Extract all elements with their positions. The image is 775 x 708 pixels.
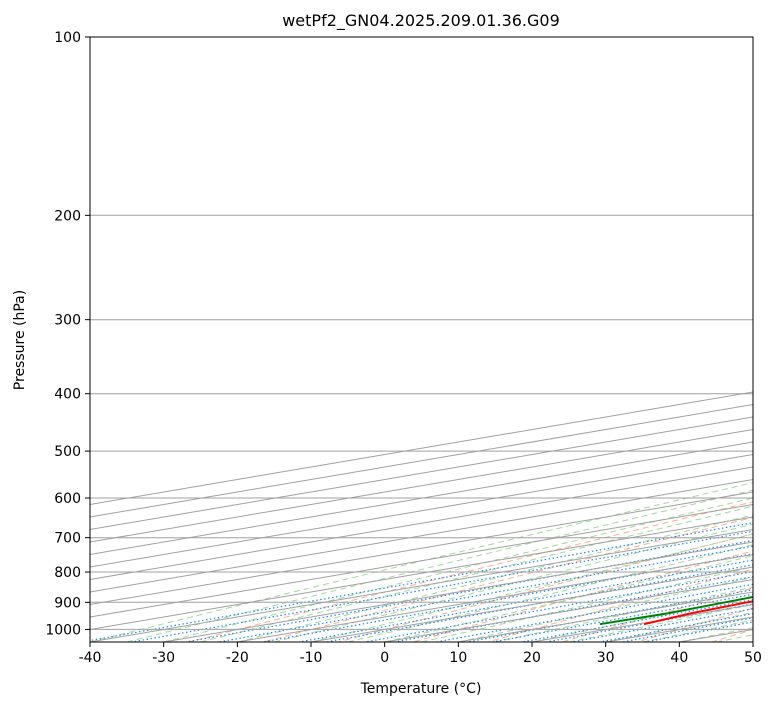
- dewpoint-profile-line: [599, 596, 753, 626]
- x-tick-label: 10: [449, 650, 467, 666]
- x-tick-label: 0: [380, 650, 389, 666]
- isotherm: [90, 416, 753, 531]
- dry-adiabats: [188, 501, 753, 642]
- isotherm: [90, 391, 753, 506]
- x-axis-label: Temperature (°C): [360, 681, 482, 697]
- dry-adiabat: [188, 501, 753, 642]
- moist-adiabat: [274, 523, 753, 642]
- mixing-ratio-line: [90, 522, 753, 642]
- moist-adiabat-label: 40: [765, 580, 775, 600]
- y-tick-label: 300: [54, 313, 81, 329]
- isotherm: [384, 578, 753, 642]
- temperature-profile-line: [643, 600, 753, 626]
- isotherm: [90, 466, 753, 581]
- moist-adiabat: [531, 595, 753, 642]
- dry-adiabat: [487, 568, 753, 642]
- mixing-ratio-line: [299, 559, 753, 642]
- moist-adiabat: [605, 612, 753, 642]
- y-tick-label: 900: [54, 595, 81, 611]
- y-axis-ticks: 100 200 300 400 500 600 700 800 900 1000: [45, 30, 90, 638]
- isotherm: [90, 503, 753, 618]
- isotherm: [90, 441, 753, 556]
- isotherm: [605, 616, 753, 642]
- x-tick-label: 20: [523, 650, 541, 666]
- isotherm: [531, 603, 753, 642]
- moist-adiabat: [237, 514, 753, 642]
- y-tick-label: 400: [54, 387, 81, 403]
- dry-adiabat: [562, 587, 753, 642]
- isotherm: [90, 516, 753, 631]
- moist-adiabat: [90, 482, 753, 642]
- plot-area: -100-90-80-70-60-50-40-30-20-10010203040…: [90, 37, 775, 642]
- mixing-ratio-line: [622, 617, 753, 642]
- mixing-ratio-line: [572, 608, 753, 642]
- x-tick-label: -30: [152, 650, 175, 666]
- moist-adiabats: [90, 482, 753, 642]
- dry-adiabat: [263, 516, 753, 642]
- mixing-ratio-line: [218, 545, 753, 642]
- pressure-gridlines: [90, 37, 753, 630]
- dry-adiabat: [711, 628, 753, 642]
- moist-adiabat: [752, 641, 753, 642]
- x-tick-label: 30: [597, 650, 615, 666]
- moist-adiabat: [421, 566, 753, 642]
- moist-adiabat: [310, 533, 753, 642]
- isotherm: [90, 528, 753, 642]
- y-tick-label: 100: [54, 30, 81, 46]
- moist-adiabat: [200, 505, 753, 642]
- moist-adiabat: [384, 555, 753, 642]
- x-axis-ticks: -40 -30 -20 -10 0 10 20 30 40 50: [79, 642, 762, 666]
- moist-adiabat: [716, 634, 753, 642]
- isotherms: [90, 391, 753, 642]
- reference-line-labels: -100-90-80-70-60-50-40-30-20-10010203040…: [765, 58, 775, 600]
- isotherm: [90, 403, 753, 518]
- moist-adiabat: [679, 627, 753, 642]
- y-tick-label: 200: [54, 208, 81, 224]
- isotherm: [90, 491, 753, 606]
- x-tick-label: -10: [300, 650, 323, 666]
- chart-title: wetPf2_GN04.2025.209.01.36.G09: [282, 11, 560, 31]
- isotherm: [752, 641, 753, 642]
- moist-adiabat: [126, 489, 753, 642]
- x-tick-label: -20: [226, 650, 249, 666]
- isotherm: [237, 553, 753, 642]
- y-tick-label: 1000: [45, 622, 81, 638]
- x-tick-label: -40: [79, 650, 102, 666]
- y-tick-label: 700: [54, 531, 81, 547]
- isotherm: [90, 453, 753, 568]
- mixing-ratio-line: [492, 593, 753, 642]
- plot-frame: [89, 36, 754, 643]
- dry-adiabat: [636, 607, 753, 642]
- moist-adiabat: [642, 619, 753, 642]
- dry-adiabat: [412, 550, 753, 642]
- y-tick-label: 600: [54, 491, 81, 507]
- y-tick-label: 500: [54, 444, 81, 460]
- isotherm: [90, 478, 753, 593]
- moist-adiabat: [458, 576, 753, 642]
- y-axis-label: Pressure (hPa): [12, 290, 28, 390]
- profile-series: [599, 596, 753, 626]
- isotherm: [90, 428, 753, 543]
- x-tick-label: 40: [670, 650, 688, 666]
- y-tick-label: 800: [54, 565, 81, 581]
- isotherm: [310, 566, 753, 642]
- mixing-ratio-line: [521, 598, 753, 642]
- x-tick-label: 50: [744, 650, 762, 666]
